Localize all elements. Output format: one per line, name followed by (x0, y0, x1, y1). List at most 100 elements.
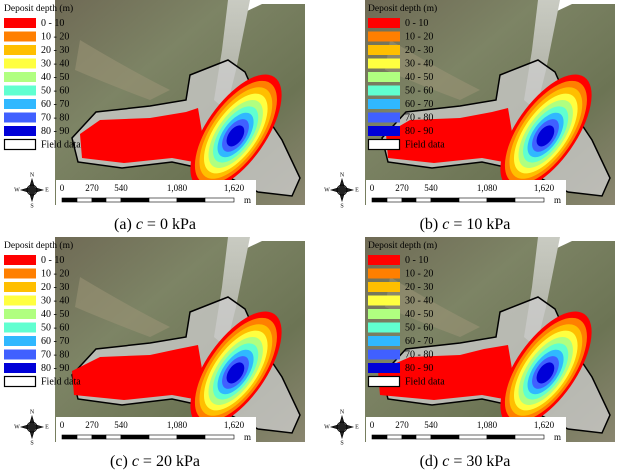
legend-label: 60 - 70 (405, 336, 433, 347)
legend-label: 80 - 90 (405, 126, 433, 137)
caption-variable: c (136, 216, 143, 233)
caption-variable: c (132, 453, 139, 470)
compass-label: W (324, 187, 330, 193)
compass-label: W (14, 187, 20, 193)
legend-label: 20 - 30 (41, 45, 69, 56)
legend-swatch (368, 99, 400, 109)
legend-label: 60 - 70 (41, 99, 69, 110)
caption-label: (d) (420, 453, 439, 470)
compass-rose (331, 416, 353, 438)
legend-label: 30 - 40 (405, 295, 433, 306)
legend-swatch (4, 113, 36, 123)
legend-label: 10 - 20 (405, 31, 433, 42)
compass-label: N (340, 409, 345, 415)
scale-bar-label: 270 (85, 183, 99, 193)
caption: (b)c= 10 kPa (420, 216, 511, 233)
legend-swatch (368, 269, 400, 279)
legend-swatch (4, 363, 36, 373)
legend-swatch (368, 86, 400, 96)
scale-bar-segment (121, 435, 149, 439)
scale-bar-segment (106, 198, 121, 202)
scale-bar-label: 1,080 (167, 420, 188, 430)
legend-label: 20 - 30 (405, 45, 433, 56)
scale-bar-segment (121, 198, 149, 202)
legend-label: 70 - 80 (405, 349, 433, 360)
scale-bar: 02705401,0801,620m (56, 417, 256, 443)
legend-swatch (368, 45, 400, 55)
scale-bar-segment (387, 435, 402, 439)
legend-label: 50 - 60 (41, 322, 69, 333)
scale-bar-segment (149, 198, 177, 202)
scale-bar-label: 270 (395, 183, 409, 193)
compass-label: W (14, 424, 20, 430)
caption-variable: c (442, 453, 449, 470)
scale-bar-segment (515, 435, 544, 439)
legend-swatch (4, 296, 36, 306)
caption: (d)c= 30 kPa (420, 453, 511, 470)
scale-bar-segment (177, 435, 205, 439)
scale-bar-label: 0 (370, 420, 375, 430)
scale-bar-segment (431, 435, 459, 439)
scale-bar-segment (77, 435, 92, 439)
legend-swatch (369, 377, 400, 387)
legend-swatch (369, 140, 400, 150)
scale-bar-segment (402, 435, 416, 439)
scale-bar-segment (372, 198, 387, 202)
legend-swatch (4, 18, 36, 28)
legend-swatch (368, 323, 400, 333)
scale-bar-label: 270 (395, 420, 409, 430)
legend-swatch (368, 363, 400, 373)
map-image (365, 237, 615, 442)
caption-value: = 30 kPa (453, 453, 510, 470)
legend-swatch (368, 32, 400, 42)
scale-bar-label: 0 (370, 183, 375, 193)
legend-swatch (368, 18, 400, 28)
legend-title: Deposit depth (m) (4, 240, 73, 251)
legend-label: Field data (41, 139, 81, 150)
compass-label: N (340, 172, 345, 178)
caption-value: = 0 kPa (147, 216, 196, 233)
legend-swatch (4, 99, 36, 109)
legend-swatch (368, 296, 400, 306)
scale-bar-segment (372, 435, 387, 439)
legend-label: 10 - 20 (405, 268, 433, 279)
scale-bar-label: 540 (424, 420, 438, 430)
scale-bar-label: 0 (60, 420, 65, 430)
caption-label: (c) (110, 453, 128, 470)
compass-label: W (324, 424, 330, 430)
scale-bar-label: 1,620 (534, 420, 555, 430)
legend-title: Deposit depth (m) (4, 3, 73, 14)
compass-label: S (30, 203, 33, 209)
scale-bar-segment (205, 435, 234, 439)
legend-label: 50 - 60 (405, 322, 433, 333)
legend-label: 80 - 90 (41, 126, 69, 137)
legend-swatch (4, 309, 36, 319)
compass-label: S (30, 440, 33, 446)
legend-label: 80 - 90 (41, 363, 69, 374)
legend-label: 60 - 70 (405, 99, 433, 110)
legend-label: 70 - 80 (41, 349, 69, 360)
scale-bar-segment (459, 435, 487, 439)
scale-bar-label: 1,620 (224, 183, 245, 193)
compass-rose (21, 416, 43, 438)
legend-swatch (4, 126, 36, 136)
scale-bar-segment (459, 198, 487, 202)
scale-bar-segment (62, 198, 77, 202)
scale-bar-segment (515, 198, 544, 202)
legend-label: 30 - 40 (405, 58, 433, 69)
legend-swatch (368, 72, 400, 82)
legend-label: 0 - 10 (41, 18, 64, 29)
legend-label: 30 - 40 (41, 58, 69, 69)
legend-label: 0 - 10 (405, 18, 428, 29)
legend-swatch (4, 59, 36, 69)
legend-swatch (368, 336, 400, 346)
legend-label: 70 - 80 (41, 112, 69, 123)
legend-swatch (4, 282, 36, 292)
scale-bar-label: 1,620 (224, 420, 245, 430)
legend-swatch (4, 255, 36, 265)
legend-label: 10 - 20 (41, 31, 69, 42)
legend-label: Field data (405, 139, 445, 150)
legend-label: 40 - 50 (41, 309, 69, 320)
